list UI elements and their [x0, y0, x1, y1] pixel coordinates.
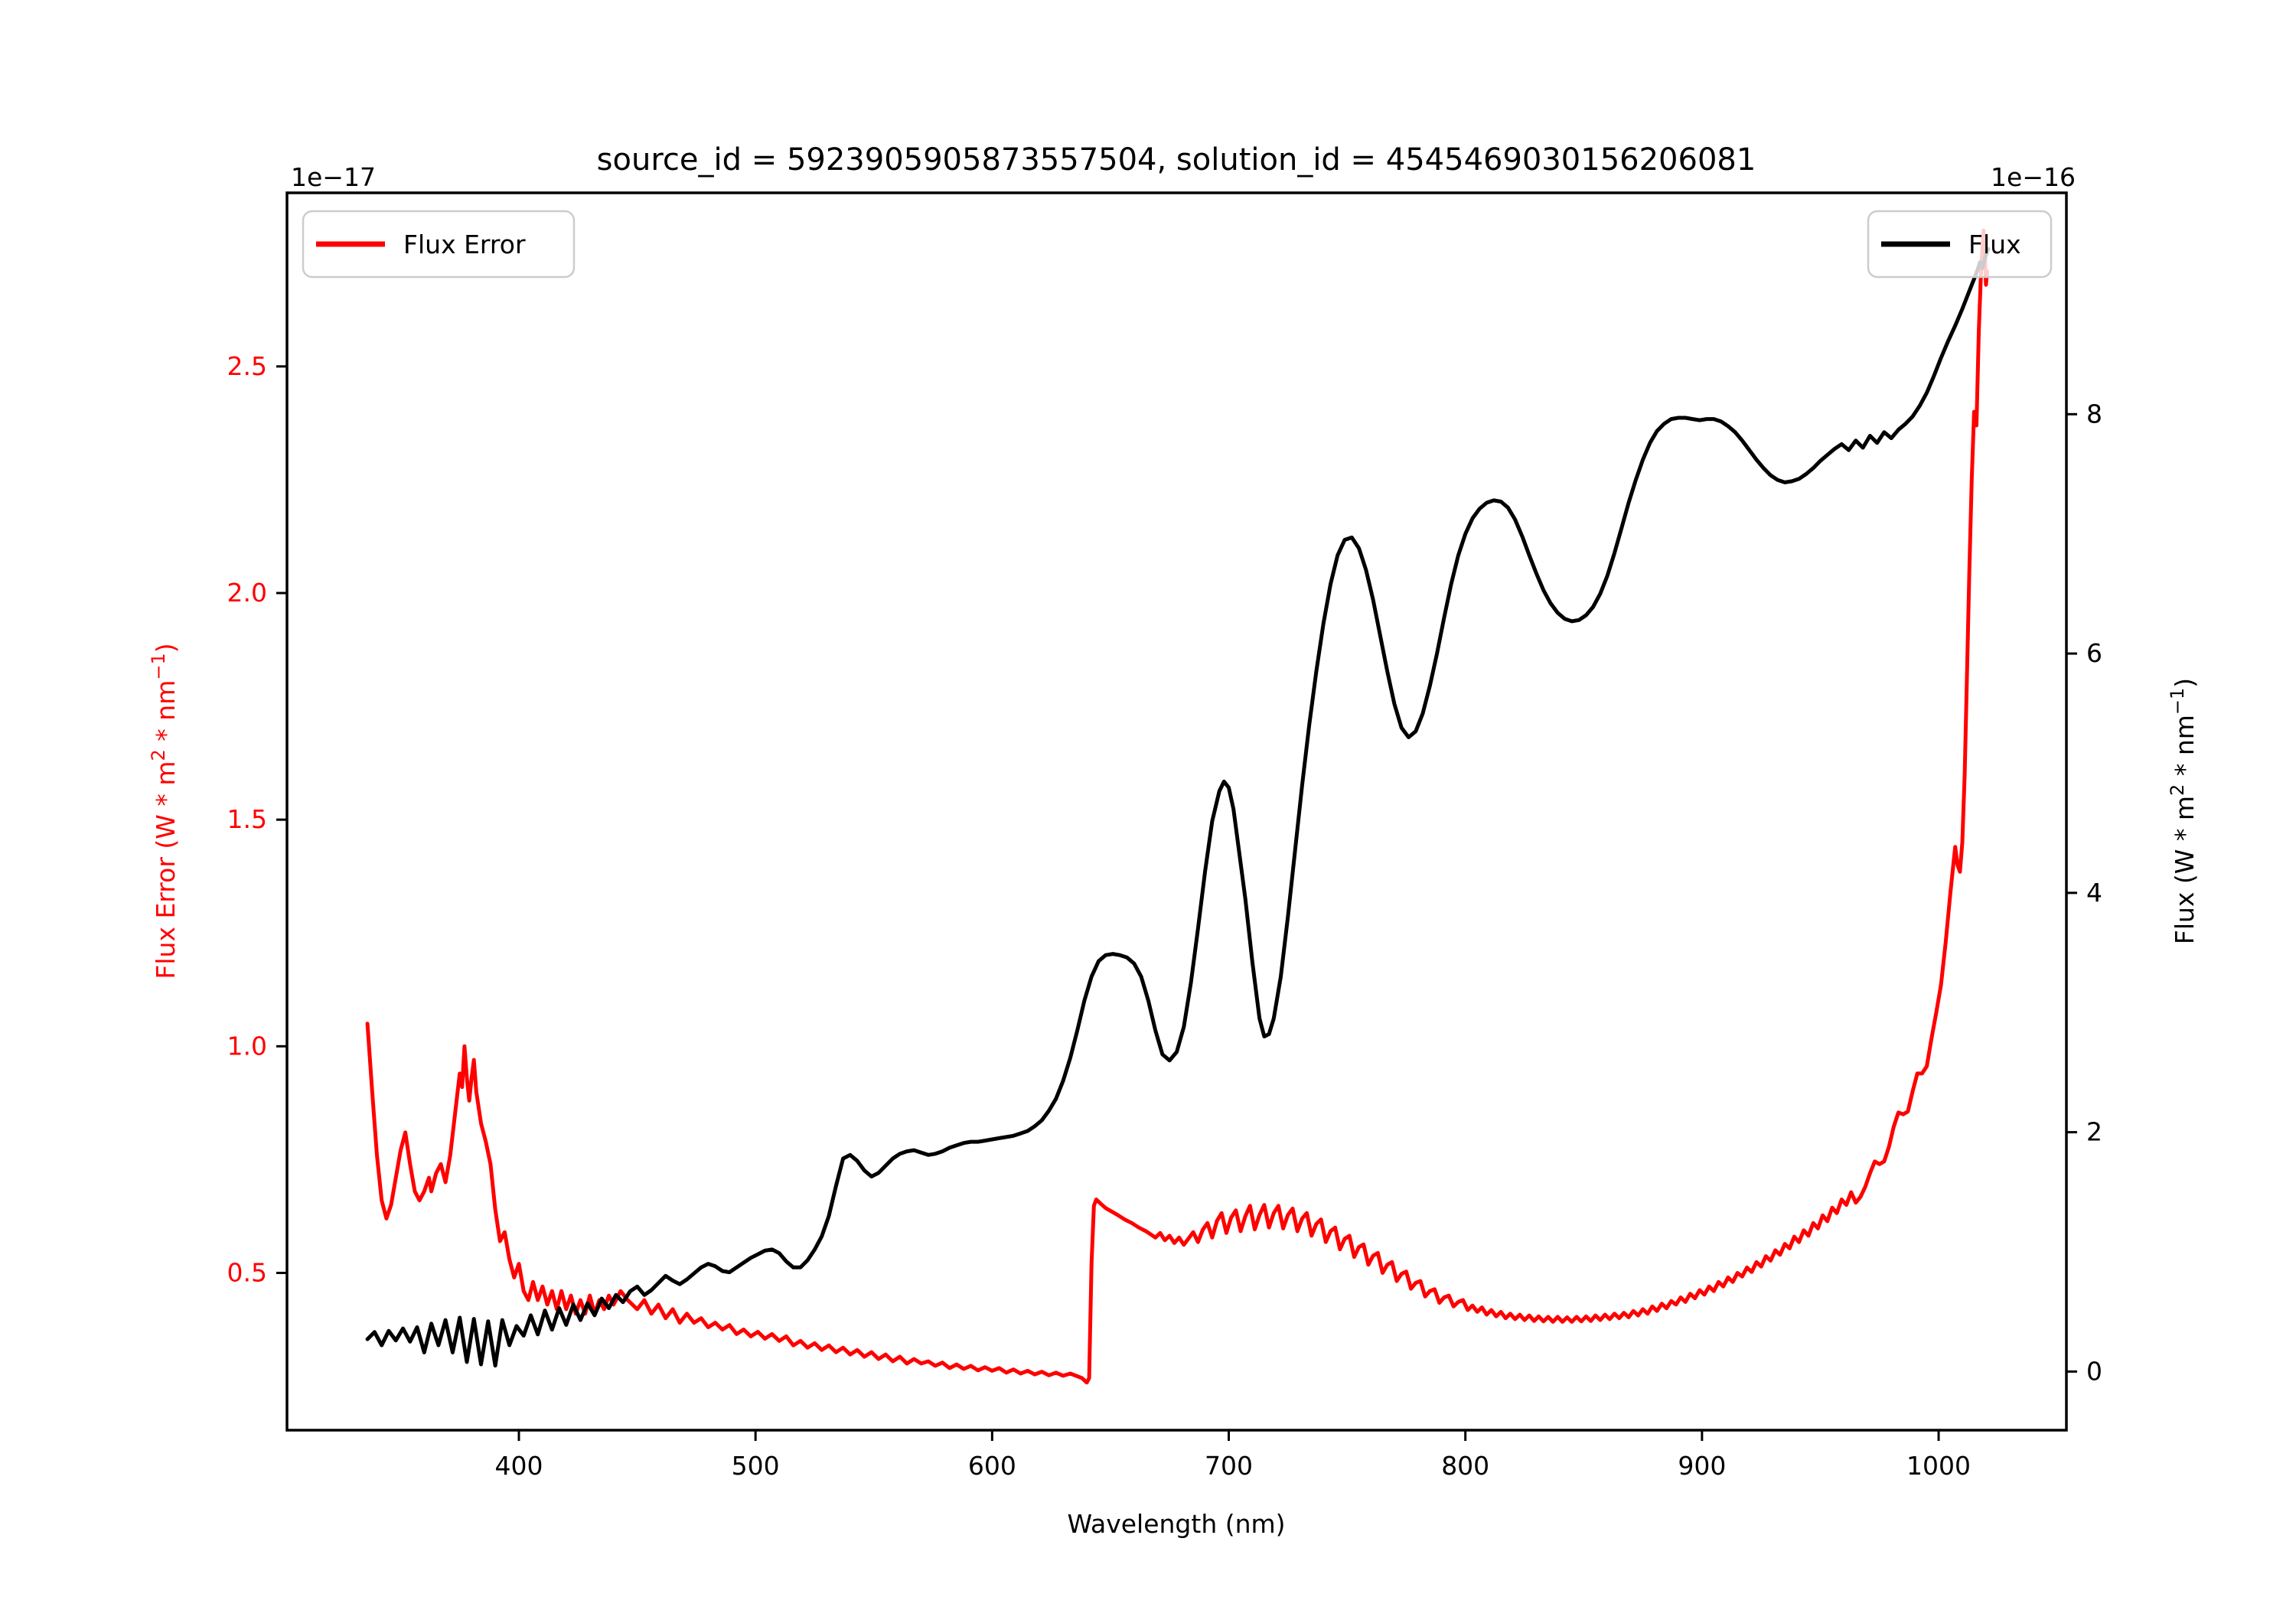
- right-y-tick-label: 6: [2086, 638, 2102, 668]
- legend-flux-error-box: [302, 210, 576, 279]
- legend-flux-error: Flux Error: [302, 210, 576, 279]
- left-y-tick-label: 0.5: [227, 1257, 267, 1287]
- x-tick-label: 900: [1678, 1451, 1726, 1481]
- x-tick-label: 600: [968, 1451, 1016, 1481]
- x-tick-label: 800: [1441, 1451, 1489, 1481]
- left-axis-offset-text: 1e−17: [291, 162, 376, 192]
- left-y-tick-label: 1.0: [227, 1031, 267, 1061]
- legend-flux-label: Flux: [1968, 230, 2021, 259]
- y-axis-left-label: Flux Error (W * m2 * nm−1): [148, 643, 181, 979]
- legend-flux-error-label: Flux Error: [403, 230, 526, 259]
- x-tick-label: 1000: [1906, 1451, 1971, 1481]
- right-axis-offset-text: 1e−16: [1991, 162, 2076, 192]
- right-y-tick-label: 2: [2086, 1117, 2102, 1147]
- x-axis-label: Wavelength (nm): [1067, 1509, 1285, 1539]
- left-y-tick-label: 2.5: [227, 351, 267, 381]
- left-y-tick-label: 2.0: [227, 578, 267, 608]
- legend-flux: Flux: [1867, 210, 2053, 279]
- ticks-layer: 400 500 600 700 800 900 1000 0.5 1.0 1.5 2.0 2.5 0 2 4…: [227, 351, 2102, 1481]
- flux-curve: [365, 247, 1991, 1368]
- right-y-tick-label: 0: [2086, 1356, 2102, 1386]
- y-axis-right-label: Flux (W * m2 * nm−1): [2167, 678, 2200, 944]
- x-tick-label: 700: [1205, 1451, 1253, 1481]
- legend-flux-box: [1867, 210, 2053, 279]
- curves-layer: [365, 228, 1991, 1385]
- x-tick-label: 500: [732, 1451, 780, 1481]
- axes-frame: [285, 191, 2068, 1432]
- x-tick-label: 400: [494, 1451, 543, 1481]
- right-y-tick-label: 4: [2086, 878, 2102, 908]
- right-y-tick-label: 8: [2086, 399, 2102, 429]
- page-title: source_id = 5923905905873557504, solutio…: [597, 142, 1756, 178]
- flux-error-curve: [365, 228, 1989, 1385]
- left-y-tick-label: 1.5: [227, 804, 267, 834]
